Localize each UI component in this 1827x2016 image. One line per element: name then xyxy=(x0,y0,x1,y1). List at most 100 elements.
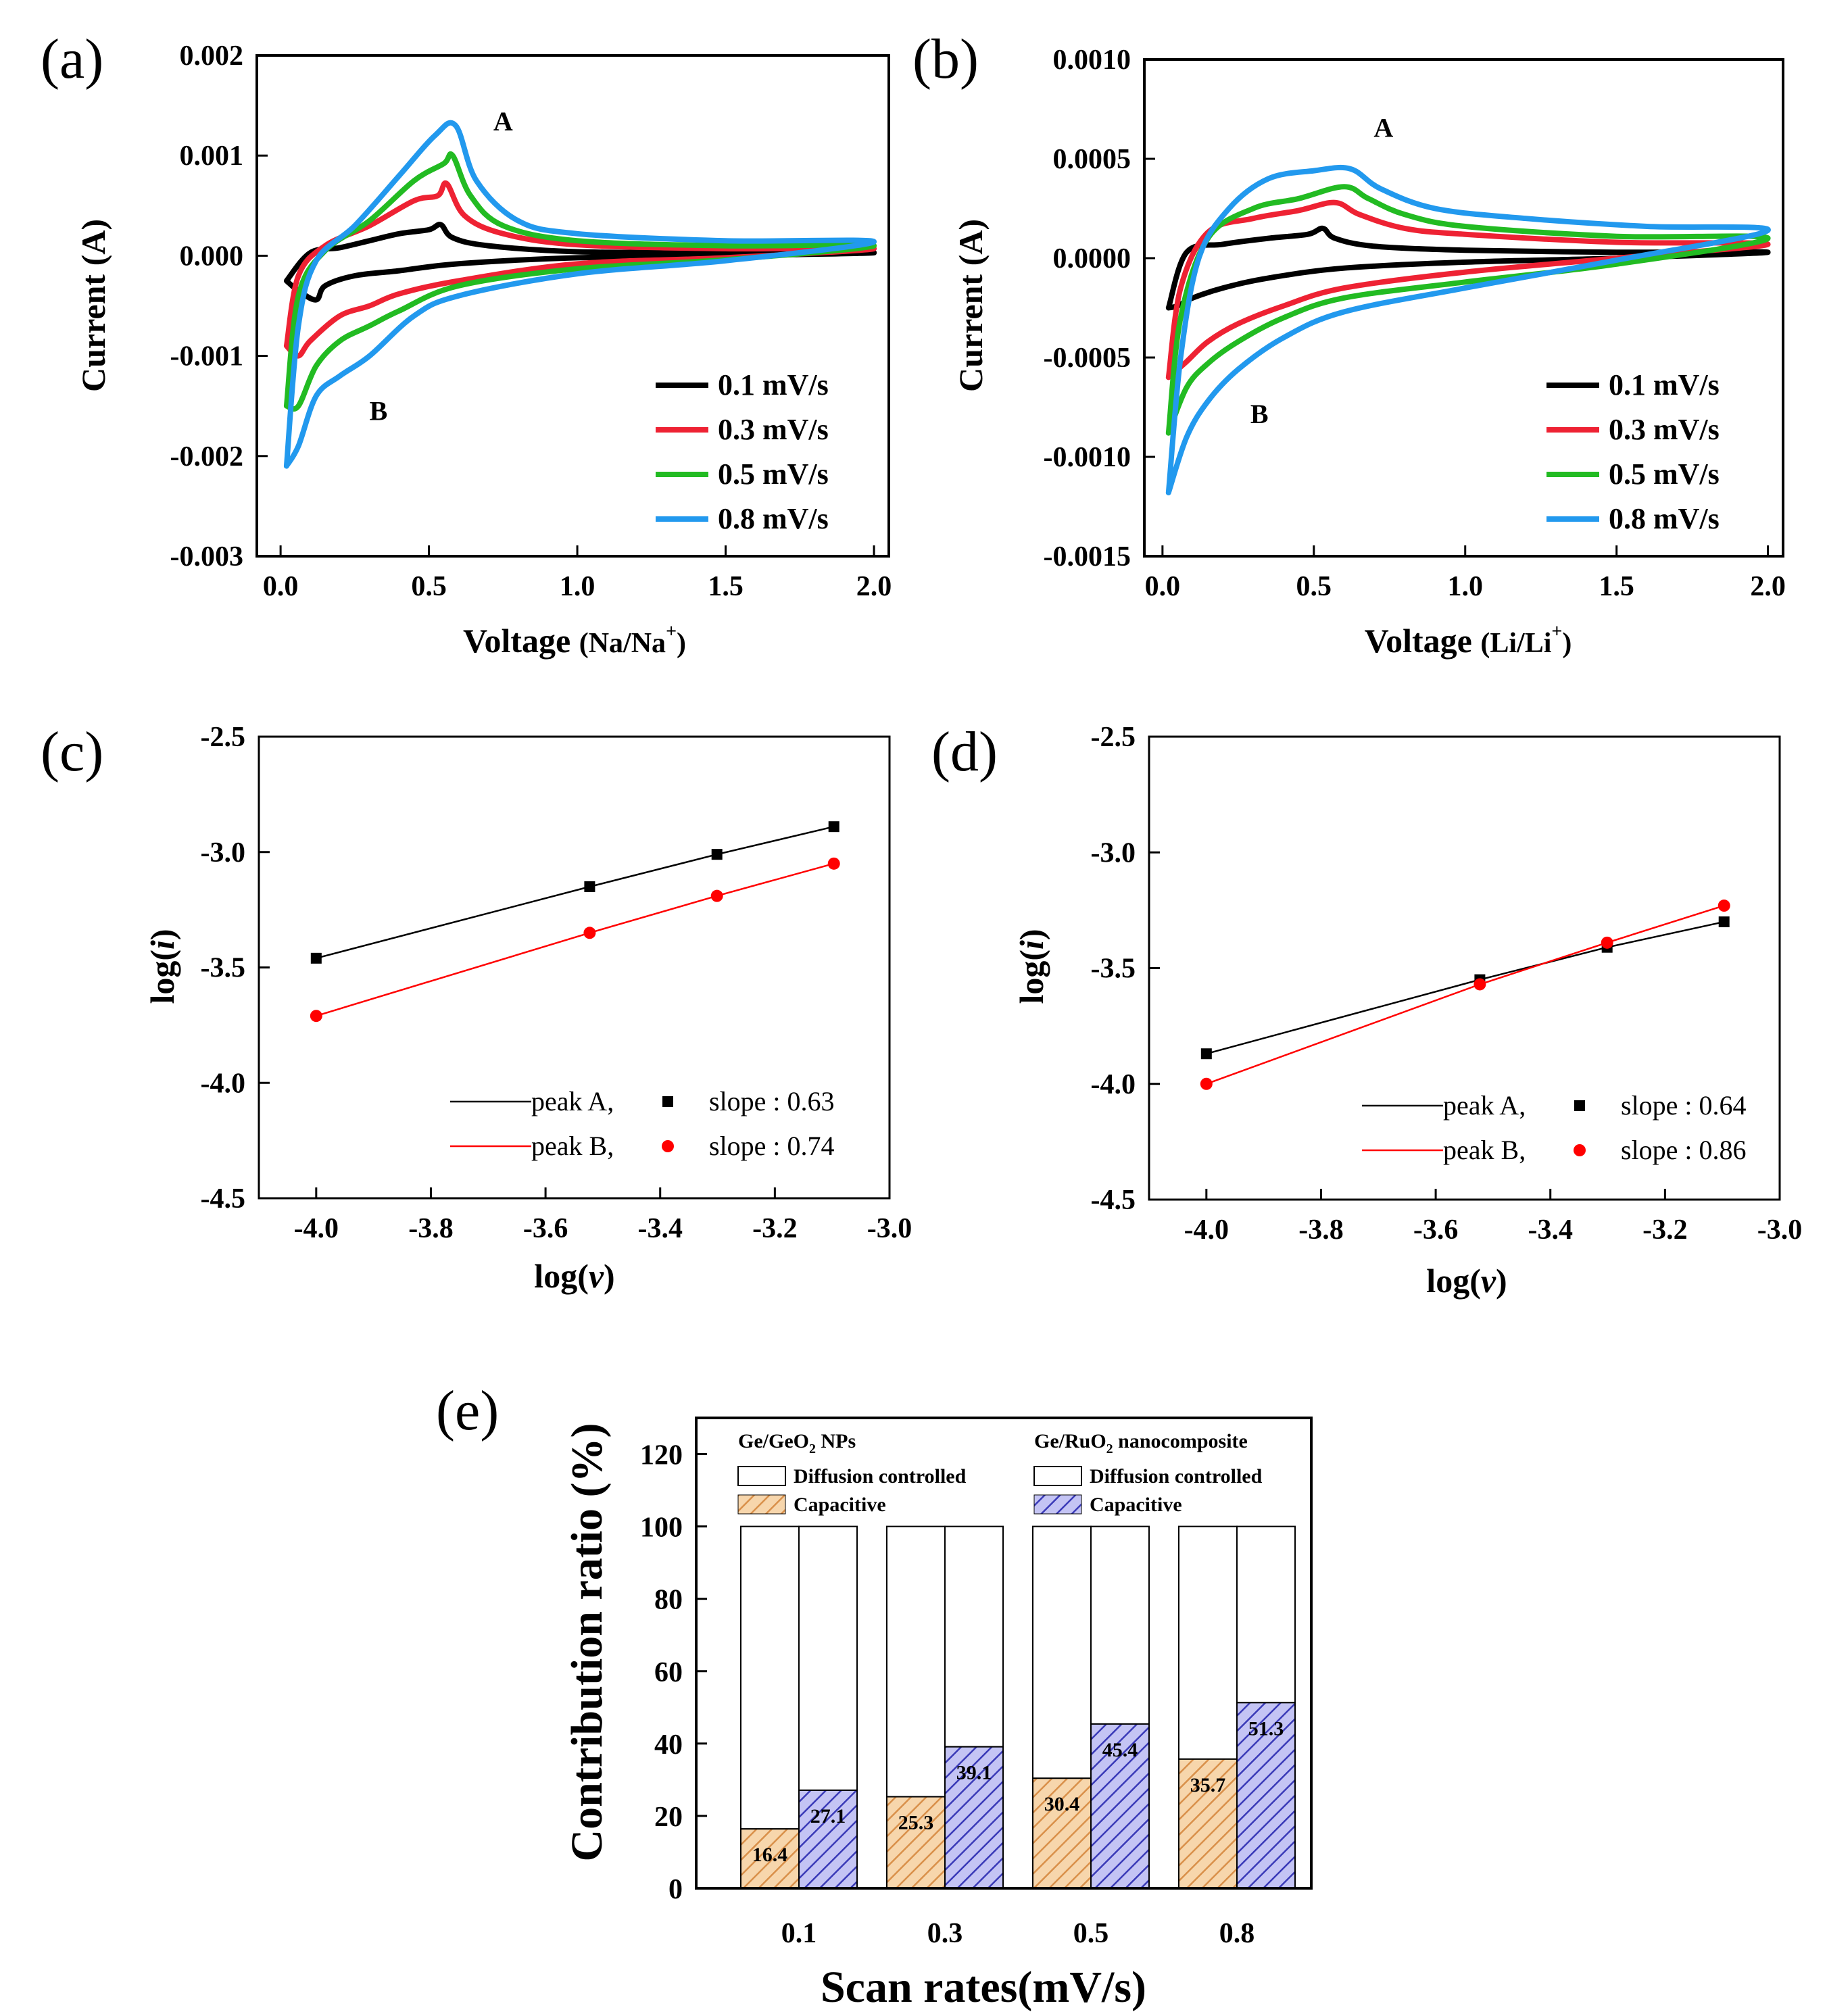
panel-c-y-tick-label: -2.5 xyxy=(201,722,246,753)
panel-b-y-tick-label: 0.0005 xyxy=(1053,144,1131,175)
panel-b-cv-lithium: (b) -0.0015 -0.0010 -0.0005 0.0000 0.0005 0.0… xyxy=(912,28,1786,660)
panel-e-legend-group-title: Ge/GeO2 NPs xyxy=(738,1430,856,1456)
panel-e-plot-frame xyxy=(695,1417,1313,1890)
panel-d-x-tick-label: -3.8 xyxy=(1298,1214,1344,1246)
panel-e-bar-diffusion xyxy=(1178,1525,1238,1760)
panel-d-plot-frame xyxy=(1148,735,1781,1201)
panel-c-point-a xyxy=(828,821,839,833)
panel-a-curve-3 xyxy=(283,151,877,412)
panel-e-x-tick-labels: 0.1 0.3 0.5 0.8 xyxy=(781,1918,1255,1949)
panel-d-y-axis-label: log(i) xyxy=(1013,929,1050,1004)
panel-a-cv-sodium: (a) -0.003 -0.002 -0.001 0.000 0.001 0.002 0.… xyxy=(41,28,892,660)
panel-e-bar-diffusion xyxy=(1090,1525,1150,1725)
panel-d-x-tick-label: -3.2 xyxy=(1642,1214,1688,1246)
panel-d-x-tick-label: -3.6 xyxy=(1413,1214,1459,1246)
panel-e-x-axis-label: Scan rates(mV/s) xyxy=(821,1963,1146,2012)
panel-b-x-tick-label: 2.0 xyxy=(1750,571,1786,602)
panel-e-y-tick-label: 0 xyxy=(668,1874,683,1905)
panel-c-legend-name: peak B, xyxy=(531,1131,614,1161)
panel-b-y-tick-label: -0.0010 xyxy=(1044,442,1131,473)
panel-b-y-tick-label: -0.0005 xyxy=(1044,343,1131,374)
panel-d-legend-slope: slope : 0.86 xyxy=(1621,1135,1747,1165)
panel-a-x-tick-label: 1.5 xyxy=(708,571,744,602)
panel-e-legend-title-main: Ge/RuO xyxy=(1034,1430,1106,1452)
panel-e-bar-capacitive xyxy=(886,1796,946,1889)
panel-c-log-plot: (c) -4.5 -4.0 -3.5 -3.0 -2.5 -4.0 -3.8 -3.6 -3.… xyxy=(41,720,912,1295)
panel-c-y-tick-label: -3.0 xyxy=(201,837,246,868)
panel-d-point-b xyxy=(1473,978,1486,991)
panel-b-y-tick-label: 0.0000 xyxy=(1053,243,1131,274)
panel-e-y-tick-label: 120 xyxy=(640,1440,683,1471)
panel-a-y-tick-label: 0.001 xyxy=(180,141,244,172)
panel-a-curve-2 xyxy=(283,180,877,359)
panel-e-legend-swatch-capacitive xyxy=(1033,1494,1082,1515)
panel-a-x-tick-label: 0.5 xyxy=(411,571,447,602)
panel-b-x-axis-label: Voltage (Li/Li+) xyxy=(1365,621,1572,660)
panel-d-x-tick-label: -3.0 xyxy=(1757,1214,1803,1246)
panel-a-legend-label: 0.8 mV/s xyxy=(718,502,829,535)
panel-e-y-tick-label: 80 xyxy=(654,1585,683,1616)
panel-e-bar-value-label: 45.4 xyxy=(1102,1739,1138,1761)
panel-e-y-tick-label: 40 xyxy=(654,1729,683,1761)
panel-e-letter: (e) xyxy=(436,1379,499,1442)
panel-a-x-axis-label-close: ) xyxy=(677,628,686,659)
panel-c-x-tick-label: -3.2 xyxy=(752,1213,798,1244)
panel-a-y-tick-label: -0.003 xyxy=(170,541,244,572)
panel-a-x-axis-label: Voltage (Na/Na+) xyxy=(463,621,686,660)
panel-c-x-axis-label: log(v) xyxy=(534,1257,614,1295)
panel-d-x-axis-label: log(v) xyxy=(1426,1262,1507,1300)
panel-b-legend-label: 0.8 mV/s xyxy=(1609,502,1720,535)
panel-a-curves xyxy=(283,120,877,469)
panel-d-x-axis-label-var: v xyxy=(1481,1262,1496,1300)
panel-c-point-b xyxy=(710,889,723,902)
panel-c-plot-frame xyxy=(258,735,891,1200)
panel-c-y-tick-labels: -4.5 -4.0 -3.5 -3.0 -2.5 xyxy=(201,722,246,1214)
panel-e-legend-swatch-capacitive xyxy=(737,1494,786,1515)
panel-a-x-tick-label: 2.0 xyxy=(856,571,892,602)
panel-a-curve-4 xyxy=(283,120,877,469)
panel-e-bar-value-label: 35.7 xyxy=(1190,1774,1226,1796)
panel-d-tick-marks xyxy=(1149,735,1781,1201)
panel-e-legend-title-sub: 2 xyxy=(809,1442,816,1456)
panel-e-x-tick-label: 0.8 xyxy=(1219,1918,1255,1949)
panel-e-x-tick-label: 0.1 xyxy=(781,1918,817,1949)
panel-e-bar-capacitive xyxy=(1032,1777,1092,1890)
panel-c-x-tick-label: -3.4 xyxy=(637,1213,683,1244)
panel-a-x-tick-label: 1.0 xyxy=(560,571,595,602)
panel-d-y-axis-label-post: ) xyxy=(1013,929,1050,940)
panel-a-plot-frame xyxy=(255,54,890,558)
panel-b-letter: (b) xyxy=(912,28,979,91)
panel-b-legend-label: 0.1 mV/s xyxy=(1609,368,1720,401)
panel-d-x-tick-label: -4.0 xyxy=(1184,1214,1229,1246)
panel-e-legend-title-tail: nanocomposite xyxy=(1113,1430,1248,1452)
panel-d-point-b xyxy=(1601,936,1613,949)
panel-c-letter: (c) xyxy=(41,720,103,783)
panel-e-bar-diffusion xyxy=(944,1525,1004,1748)
panel-b-x-tick-label: 0.5 xyxy=(1296,571,1332,602)
panel-e-y-tick-label: 60 xyxy=(654,1657,683,1688)
panel-c-x-axis-label-var: v xyxy=(589,1257,604,1295)
panel-c-y-axis-label-post: ) xyxy=(143,929,181,940)
panel-c-fit-line-2 xyxy=(316,862,835,1017)
panel-e-bar-value-label: 51.3 xyxy=(1248,1717,1284,1740)
panel-c-point-a xyxy=(711,849,723,860)
panel-a-legend: 0.1 mV/s 0.3 mV/s 0.5 mV/s 0.8 mV/s xyxy=(656,368,829,535)
panel-c-x-tick-labels: -4.0 -3.8 -3.6 -3.4 -3.2 -3.0 xyxy=(294,1213,912,1244)
panel-d-legend-marker xyxy=(1574,1144,1586,1156)
panel-c-point-a xyxy=(584,881,595,892)
panel-a-y-tick-label: -0.002 xyxy=(170,441,244,472)
panel-b-annotations: AB xyxy=(1250,113,1394,429)
panel-e-y-tick-label: 100 xyxy=(640,1513,683,1544)
panel-e-legend-label-diffusion: Diffusion controlled xyxy=(1090,1465,1263,1488)
panel-b-legend-label: 0.3 mV/s xyxy=(1609,413,1720,446)
panel-e-legend-title-sub: 2 xyxy=(1106,1442,1113,1456)
panel-e-legend-label-diffusion: Diffusion controlled xyxy=(794,1465,967,1488)
panel-e-bar-capacitive xyxy=(1236,1702,1296,1889)
panel-d-point-b xyxy=(1200,1077,1213,1090)
panel-d-y-tick-label: -4.0 xyxy=(1091,1069,1136,1100)
panel-a-legend-label: 0.5 mV/s xyxy=(718,458,829,491)
panel-b-legend: 0.1 mV/s 0.3 mV/s 0.5 mV/s 0.8 mV/s xyxy=(1546,368,1720,535)
panel-b-y-tick-label: 0.0010 xyxy=(1053,45,1131,76)
panel-d-x-axis-label-pre: log( xyxy=(1426,1262,1481,1300)
